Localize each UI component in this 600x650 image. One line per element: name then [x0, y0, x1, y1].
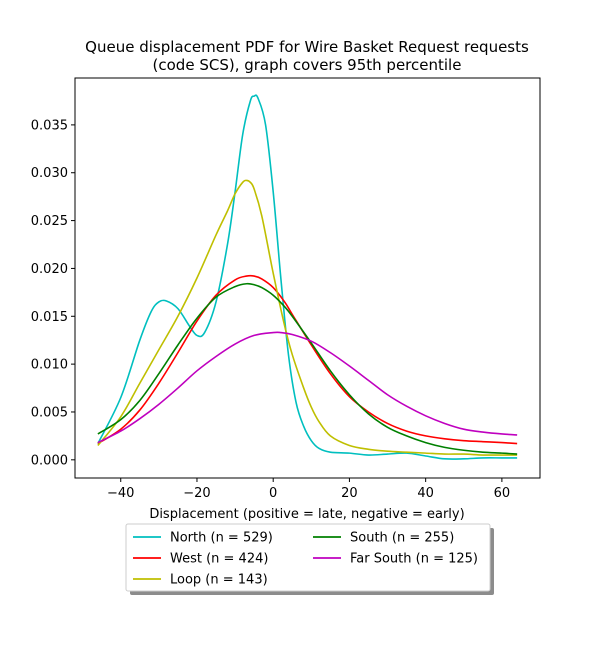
x-axis-ticks: −40 −20 0 20 40 60 [107, 478, 510, 501]
x-tick-label-2: 0 [269, 486, 277, 501]
x-tick-label-5: 60 [494, 486, 511, 501]
plot-area-frame [74, 77, 541, 479]
series-line-2 [97, 179, 518, 456]
legend-label-0: North (n = 529) [170, 531, 273, 546]
series-lines [97, 94, 518, 460]
x-tick-label-3: 20 [341, 486, 358, 501]
y-tick-label-2: 0.010 [31, 358, 68, 373]
legend-label-2: Loop (n = 143) [170, 573, 268, 588]
legend: North (n = 529) West (n = 424) Loop (n = 1… [125, 523, 494, 595]
y-axis-ticks: 0.000 0.005 0.010 0.015 0.020 0.025 0.030 0.035 [31, 118, 75, 468]
y-tick-label-0: 0.000 [31, 453, 68, 468]
series-line-4 [97, 331, 518, 444]
y-tick-label-1: 0.005 [31, 405, 68, 420]
x-axis-label: Displacement (positive = late, negative … [149, 507, 464, 522]
series-line-1 [97, 274, 518, 445]
chart-title-line1: Queue displacement PDF for Wire Basket R… [85, 38, 529, 56]
legend-label-3: South (n = 255) [350, 531, 454, 546]
x-tick-label-0: −40 [107, 486, 134, 501]
series-line-3 [97, 282, 518, 455]
y-tick-label-3: 0.015 [31, 310, 68, 325]
y-tick-label-5: 0.025 [31, 214, 68, 229]
y-tick-label-6: 0.030 [31, 166, 68, 181]
x-tick-label-4: 40 [417, 486, 434, 501]
legend-label-4: Far South (n = 125) [350, 552, 478, 567]
legend-label-1: West (n = 424) [170, 552, 268, 567]
x-tick-label-1: −20 [183, 486, 210, 501]
legend-box [125, 523, 491, 592]
y-tick-label-7: 0.035 [31, 118, 68, 133]
y-tick-label-4: 0.020 [31, 262, 68, 277]
series-line-0 [97, 94, 518, 460]
chart-title-line2: (code SCS), graph covers 95th percentile [153, 56, 462, 74]
